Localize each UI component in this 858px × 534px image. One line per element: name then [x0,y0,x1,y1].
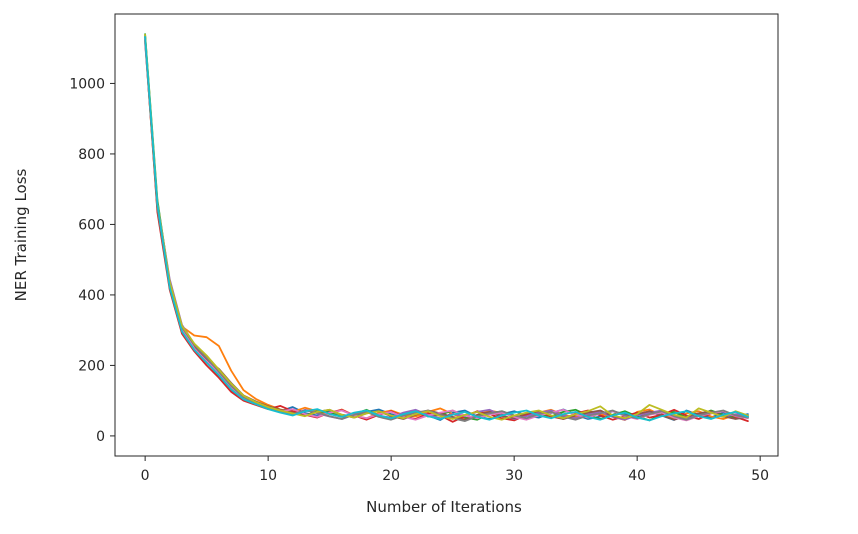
plot-border [114,13,779,457]
y-tick-label: 1000 [69,76,105,92]
x-tick-label: 50 [751,468,769,484]
plot-area: 0 10 20 30 40 50 0 200 400 600 800 1000 [69,13,779,484]
y-tick-label: 400 [78,288,105,304]
series-line-run-02 [144,40,749,421]
x-tick-label: 20 [382,468,400,484]
series-line-run-09 [144,33,749,421]
y-tick-label: 800 [78,147,105,163]
y-axis-label: NER Training Loss [12,168,30,301]
series-line-run-05 [144,42,749,421]
x-tick-label: 40 [628,468,646,484]
series-line-run-10 [144,36,749,422]
y-tick-label: 200 [78,358,105,374]
series-line-run-08 [144,39,749,423]
series-line-run-07 [144,37,749,422]
series-line-run-04 [144,38,749,423]
x-tick-label: 0 [141,468,150,484]
x-axis-label: Number of Iterations [366,498,522,516]
series-line-run-01 [144,35,749,421]
series-line-run-06 [144,36,749,421]
series-line-run-03 [144,33,749,422]
y-tick-label: 600 [78,217,105,233]
x-tick-label: 10 [259,468,277,484]
y-tick-label: 0 [96,429,105,445]
x-tick-label: 30 [505,468,523,484]
